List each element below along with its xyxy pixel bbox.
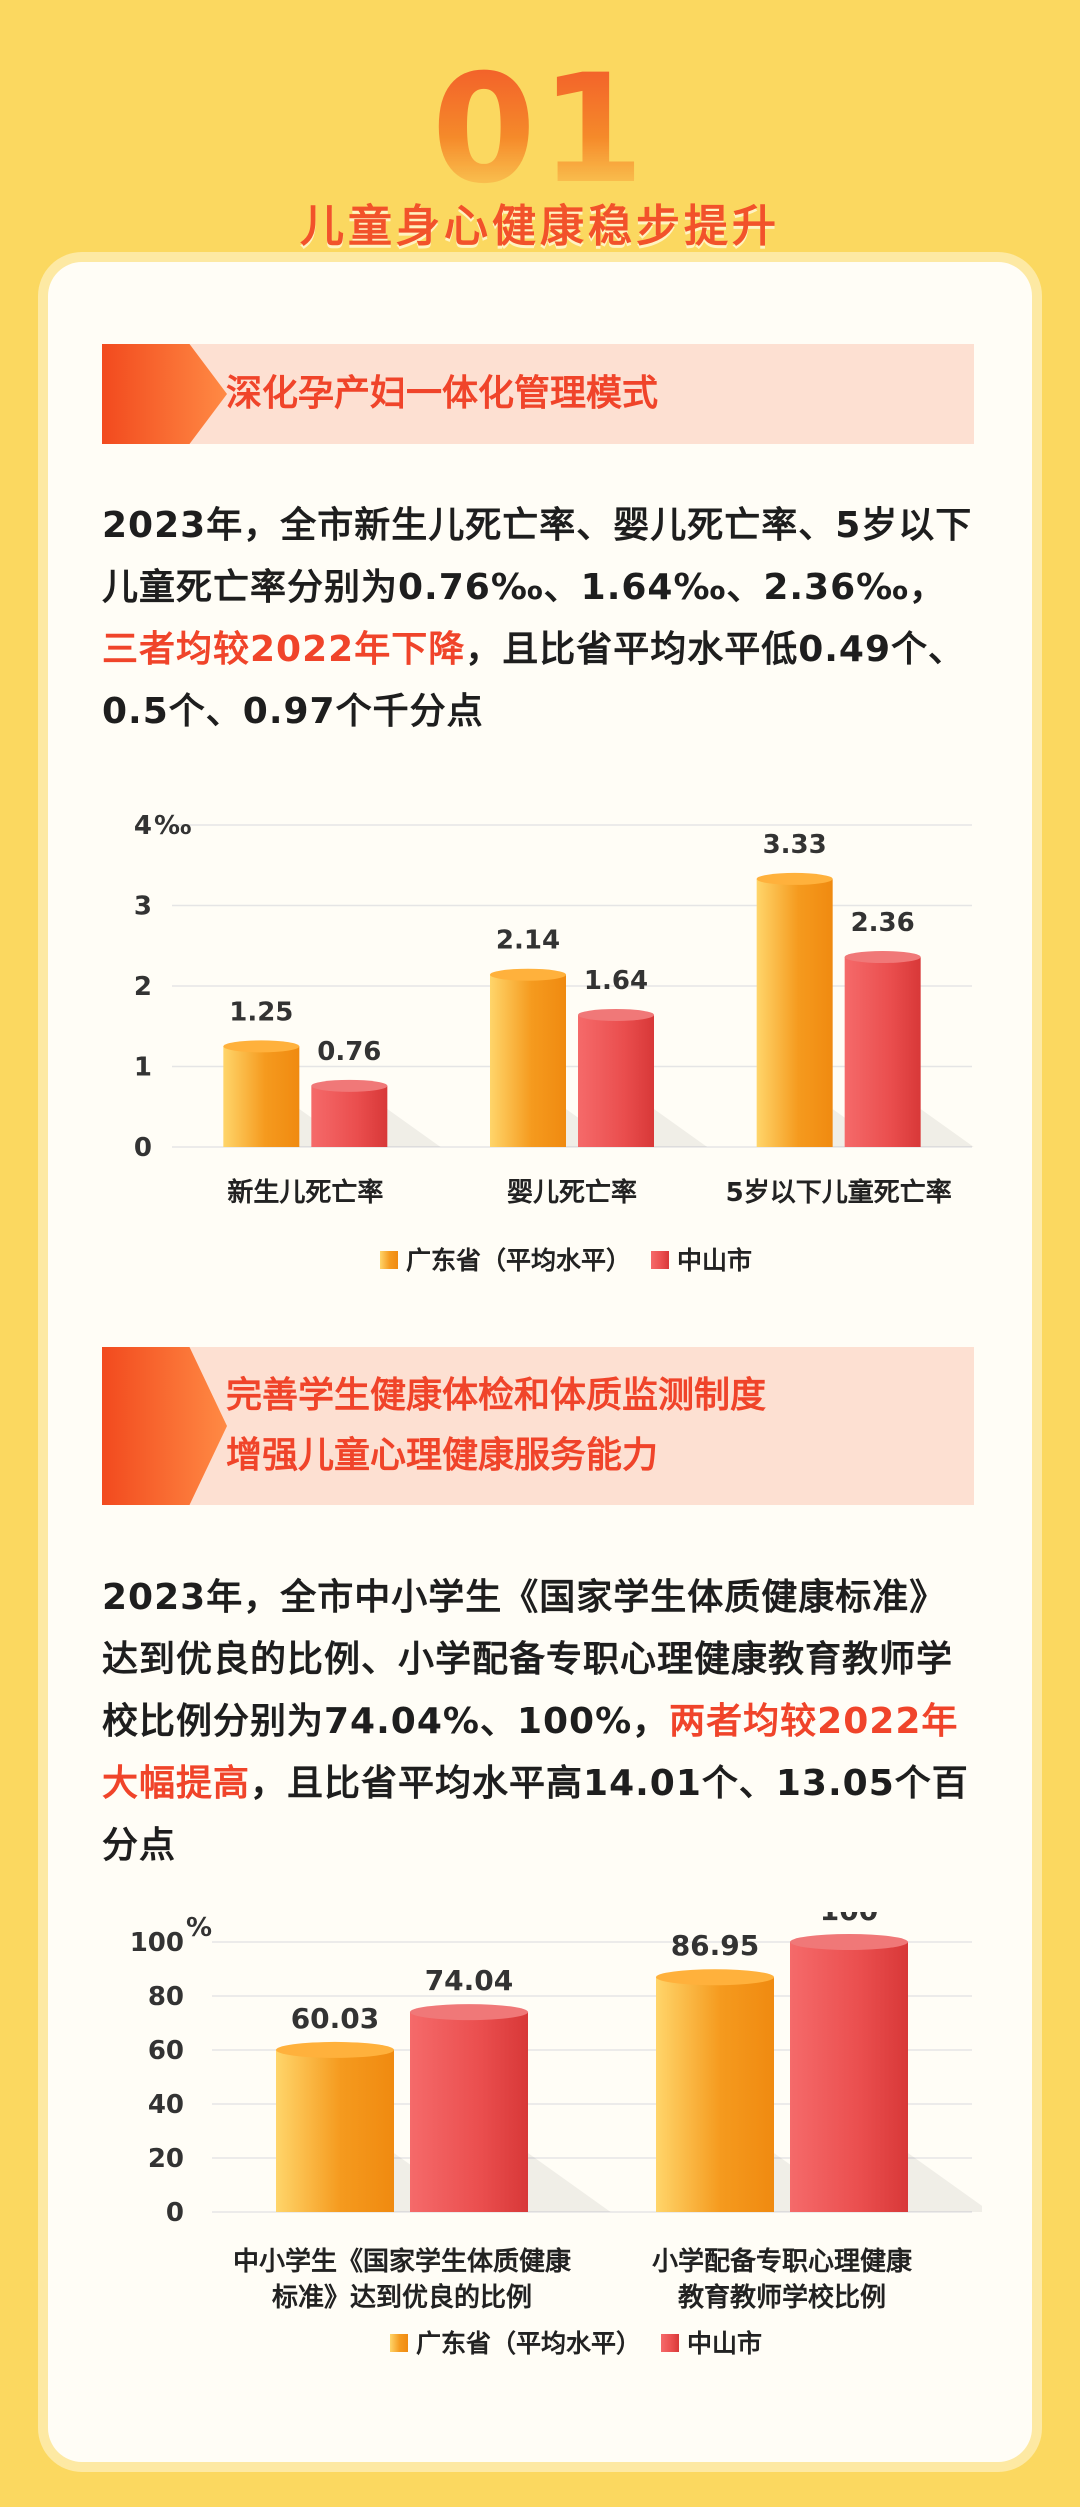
y-tick-label: 20 xyxy=(148,2144,184,2174)
section2-heading: 完善学生健康体检和体质监测制度 增强儿童心理健康服务能力 xyxy=(102,1347,974,1505)
section1-heading: 深化孕产妇一体化管理模式 xyxy=(102,344,974,444)
data-label: 2.14 xyxy=(496,926,560,956)
section1-para-text1: 2023年，全市新生儿死亡率、婴儿死亡率、5岁以下儿童死亡率分别为0.76‰、1… xyxy=(102,505,973,608)
bar-top xyxy=(276,2041,394,2058)
y-tick-label: 100 xyxy=(130,1928,184,1958)
chart-student-health: 0 20 40 60 80 100 % 60.03 74.04 中小学生《国家学生体质健康标准》达… xyxy=(130,1912,982,2358)
category-label: 标准》达到优良的比例 xyxy=(272,2282,532,2313)
category-label: 婴儿死亡率 xyxy=(507,1177,637,1208)
data-label: 60.03 xyxy=(291,2002,380,2035)
section2-heading-line1: 完善学生健康体检和体质监测制度 xyxy=(226,1375,767,1416)
y-tick-label: 80 xyxy=(148,1982,184,2012)
bar-shadow xyxy=(654,1109,708,1147)
data-label: 86.95 xyxy=(671,1929,760,1962)
data-label: 1.25 xyxy=(229,997,293,1027)
legend-swatch xyxy=(390,2334,408,2352)
section1-para-text2: ，且比省平均水平低0.49个、0.5个、0.97个千分点 xyxy=(102,629,966,732)
y-tick-label: 3 xyxy=(134,892,152,922)
y-tick-label: 4 xyxy=(134,811,152,841)
arrow-icon xyxy=(102,344,227,444)
bar-province xyxy=(276,2049,394,2212)
category-label: 小学配备专职心理健康 xyxy=(652,2246,913,2277)
bar-shadow xyxy=(528,2153,611,2212)
bar-top xyxy=(790,1934,908,1950)
chart-mortality: 0 1 2 3 4 ‰ 1.25 0.76 新生儿死亡率 2.14 1.64 婴儿死亡率 3.33 2.3… xyxy=(134,811,974,1275)
data-label: 2.36 xyxy=(851,908,915,938)
y-unit-label: ‰ xyxy=(154,811,191,841)
bar-top xyxy=(410,2004,528,2021)
legend-label: 中山市 xyxy=(687,2329,762,2358)
page-title: 儿童身心健康稳步提升 xyxy=(300,201,780,252)
section2-heading-line2: 增强儿童心理健康服务能力 xyxy=(226,1435,659,1476)
y-tick-label: 40 xyxy=(148,2090,184,2120)
data-label: 1.64 xyxy=(584,966,648,996)
y-tick-label: 0 xyxy=(166,2198,184,2228)
bar-shadow xyxy=(908,2153,982,2212)
bar-province xyxy=(656,1977,774,2212)
content-card: 深化孕产妇一体化管理模式 2023年，全市新生儿死亡率、婴儿死亡率、5岁以下儿童… xyxy=(48,262,1032,2462)
bar-city xyxy=(844,957,921,1147)
data-label: 74.04 xyxy=(425,1964,514,1997)
arrow-icon xyxy=(102,1347,227,1505)
section2-paragraph: 2023年，全市中小学生《国家学生体质健康标准》达到优良的比例、小学配备专职心理… xyxy=(102,1567,982,1877)
bar-top xyxy=(311,1079,388,1092)
data-label: 100 xyxy=(820,1912,878,1927)
bar-city xyxy=(311,1085,388,1147)
bar-shadow xyxy=(920,1109,974,1147)
category-label: 5岁以下儿童死亡率 xyxy=(726,1177,952,1208)
bar-shadow xyxy=(387,1109,441,1147)
bar-top xyxy=(756,872,833,885)
section1-para-highlight: 三者均较2022年下降 xyxy=(102,629,466,670)
bar-city xyxy=(410,2012,528,2212)
category-label: 中小学生《国家学生体质健康 xyxy=(233,2246,572,2277)
bar-city xyxy=(790,1942,908,2212)
data-label: 0.76 xyxy=(317,1037,381,1067)
legend-swatch xyxy=(661,2334,679,2352)
bar-top xyxy=(490,968,566,981)
section2-para-text2: ，且比省平均水平高14.01个、13.05个百分点 xyxy=(102,1763,969,1866)
category-label: 新生儿死亡率 xyxy=(227,1177,383,1208)
y-tick-label: 1 xyxy=(134,1053,152,1083)
bar-province xyxy=(223,1046,300,1147)
y-tick-label: 2 xyxy=(134,972,152,1002)
section1-paragraph: 2023年，全市新生儿死亡率、婴儿死亡率、5岁以下儿童死亡率分别为0.76‰、1… xyxy=(102,495,982,743)
section2-para-highlight: 两者均较2022年大幅提高 xyxy=(102,1701,959,1804)
bar-top xyxy=(578,1008,654,1021)
bar-city xyxy=(578,1014,654,1147)
legend-swatch xyxy=(380,1251,398,1269)
header: 01 儿童身心健康稳步提升 xyxy=(0,0,1080,260)
y-tick-label: 60 xyxy=(148,2036,184,2066)
category-label: 教育教师学校比例 xyxy=(678,2282,886,2313)
section-number: 01 xyxy=(0,55,1080,205)
legend-label: 中山市 xyxy=(677,1246,752,1275)
bar-province xyxy=(490,974,566,1147)
bar-province xyxy=(756,878,833,1147)
data-label: 3.33 xyxy=(763,830,827,860)
y-tick-label: 0 xyxy=(134,1133,152,1163)
legend-label: 广东省（平均水平） xyxy=(406,1246,631,1275)
legend-swatch xyxy=(651,1251,669,1269)
section1-heading-text: 深化孕产妇一体化管理模式 xyxy=(226,373,659,414)
legend-label: 广东省（平均水平） xyxy=(416,2329,641,2358)
y-unit-label: % xyxy=(186,1913,212,1943)
section2-para-text1: 2023年，全市中小学生《国家学生体质健康标准》达到优良的比例、小学配备专职心理… xyxy=(102,1577,954,1742)
bar-top xyxy=(656,1969,774,1986)
bar-top xyxy=(223,1040,300,1053)
bar-top xyxy=(844,951,921,964)
